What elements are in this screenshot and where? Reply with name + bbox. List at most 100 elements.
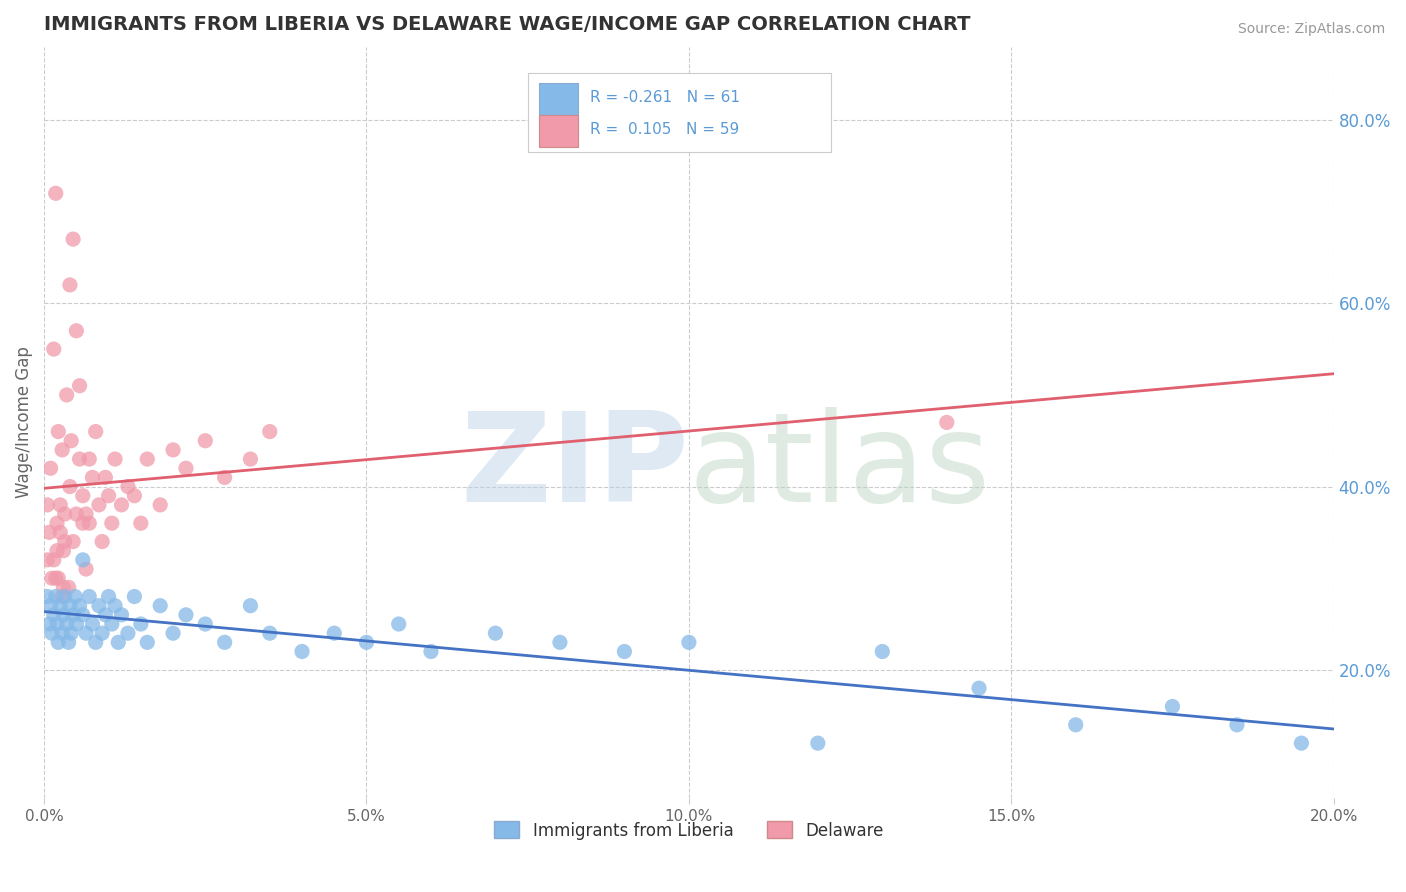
- Point: [46, 543, 69, 558]
- Point: [1226, 718, 1249, 732]
- Point: [1291, 736, 1313, 750]
- Point: [77, 516, 100, 531]
- FancyBboxPatch shape: [527, 73, 831, 152]
- Point: [136, 452, 159, 467]
- Point: [323, 626, 346, 640]
- Point: [82, 617, 104, 632]
- Point: [46, 516, 69, 531]
- Text: Source: ZipAtlas.com: Source: ZipAtlas.com: [1237, 22, 1385, 37]
- Point: [124, 590, 146, 604]
- Point: [94, 470, 117, 484]
- Point: [46, 635, 69, 649]
- Point: [37, 553, 59, 567]
- Point: [49, 525, 72, 540]
- Point: [75, 562, 97, 576]
- Point: [42, 607, 65, 622]
- Point: [678, 635, 700, 649]
- Point: [101, 617, 124, 632]
- Point: [104, 599, 127, 613]
- Point: [52, 607, 75, 622]
- Point: [37, 590, 59, 604]
- Point: [65, 324, 87, 338]
- Point: [46, 571, 69, 585]
- Point: [72, 553, 94, 567]
- Point: [37, 498, 59, 512]
- Point: [65, 617, 87, 632]
- Point: [101, 516, 124, 531]
- Point: [63, 590, 86, 604]
- Point: [91, 626, 114, 640]
- Point: [97, 590, 120, 604]
- Point: [149, 498, 172, 512]
- Point: [239, 452, 262, 467]
- Point: [46, 617, 69, 632]
- Point: [967, 681, 990, 695]
- Point: [41, 626, 63, 640]
- Point: [52, 580, 75, 594]
- Point: [45, 571, 67, 585]
- Point: [62, 232, 84, 246]
- Point: [174, 607, 197, 622]
- Point: [104, 452, 127, 467]
- Point: [60, 626, 83, 640]
- Point: [69, 378, 91, 392]
- Point: [259, 626, 281, 640]
- Point: [65, 507, 87, 521]
- Point: [613, 644, 636, 658]
- Point: [259, 425, 281, 439]
- Point: [356, 635, 378, 649]
- Point: [484, 626, 506, 640]
- Point: [1161, 699, 1184, 714]
- Point: [174, 461, 197, 475]
- Point: [117, 479, 139, 493]
- Point: [53, 590, 76, 604]
- Point: [58, 635, 80, 649]
- Point: [69, 452, 91, 467]
- Point: [935, 416, 957, 430]
- Point: [124, 489, 146, 503]
- Point: [51, 626, 73, 640]
- Point: [39, 461, 62, 475]
- Point: [75, 507, 97, 521]
- Point: [291, 644, 314, 658]
- Point: [194, 617, 217, 632]
- Point: [388, 617, 411, 632]
- Point: [59, 479, 82, 493]
- Point: [107, 635, 129, 649]
- Text: ZIP: ZIP: [460, 407, 689, 528]
- Point: [60, 434, 83, 448]
- Legend: Immigrants from Liberia, Delaware: Immigrants from Liberia, Delaware: [488, 814, 890, 847]
- Point: [97, 489, 120, 503]
- Point: [72, 516, 94, 531]
- Point: [45, 186, 67, 201]
- FancyBboxPatch shape: [540, 84, 578, 115]
- Point: [39, 599, 62, 613]
- Point: [214, 635, 236, 649]
- Text: atlas: atlas: [689, 407, 991, 528]
- Text: IMMIGRANTS FROM LIBERIA VS DELAWARE WAGE/INCOME GAP CORRELATION CHART: IMMIGRANTS FROM LIBERIA VS DELAWARE WAGE…: [44, 15, 970, 34]
- Point: [420, 644, 443, 658]
- Text: R = -0.261   N = 61: R = -0.261 N = 61: [589, 90, 740, 105]
- Point: [51, 442, 73, 457]
- Point: [51, 590, 73, 604]
- Y-axis label: Wage/Income Gap: Wage/Income Gap: [15, 346, 32, 499]
- Point: [110, 607, 132, 622]
- Point: [82, 470, 104, 484]
- Point: [72, 607, 94, 622]
- Point: [87, 498, 110, 512]
- Point: [55, 617, 77, 632]
- Point: [49, 599, 72, 613]
- Point: [77, 590, 100, 604]
- Point: [41, 571, 63, 585]
- Point: [59, 277, 82, 292]
- Point: [129, 617, 152, 632]
- Point: [87, 599, 110, 613]
- Point: [38, 617, 60, 632]
- Point: [84, 635, 107, 649]
- Point: [84, 425, 107, 439]
- Point: [49, 498, 72, 512]
- Point: [46, 425, 69, 439]
- Point: [55, 388, 77, 402]
- Point: [162, 626, 184, 640]
- Point: [77, 452, 100, 467]
